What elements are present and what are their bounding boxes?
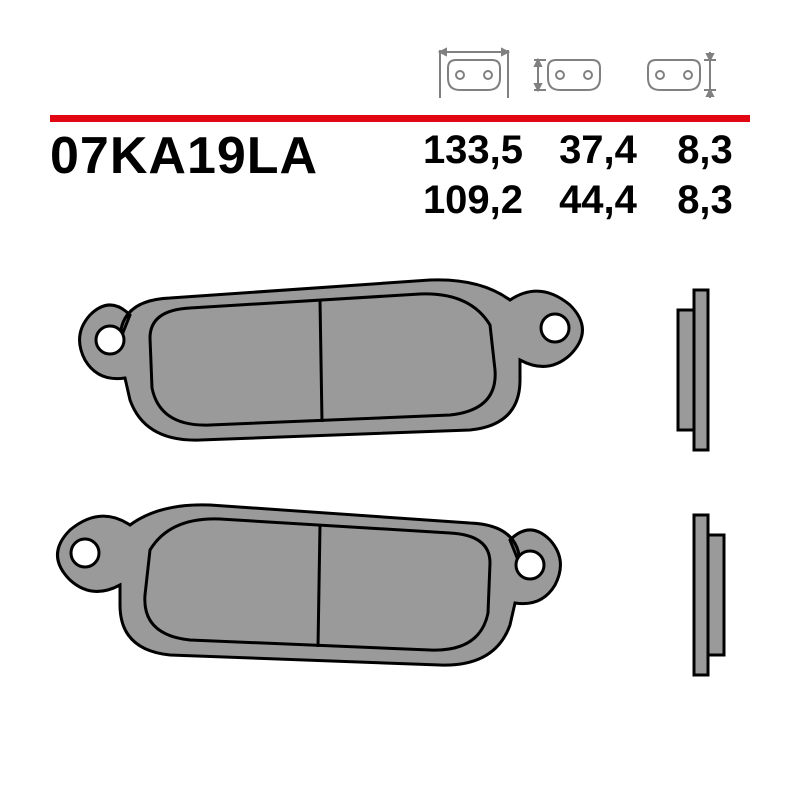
dim-thickness-1: 8,3: [665, 128, 745, 173]
width-dim-icon: [430, 40, 518, 100]
dim-height-1: 37,4: [548, 128, 648, 173]
height-dim-icon: [530, 40, 618, 100]
dim-width-2: 109,2: [418, 178, 528, 223]
dim-height-2: 44,4: [548, 178, 648, 223]
header-icons: [430, 40, 718, 100]
brake-pad-2-front: [50, 495, 590, 685]
dim-thickness-2: 8,3: [665, 178, 745, 223]
part-number: 07KA19LA: [50, 126, 318, 186]
dim-width-1: 133,5: [418, 128, 528, 173]
brake-pad-1-front: [50, 270, 590, 460]
brake-pad-2-side: [660, 510, 740, 680]
red-divider: [50, 115, 750, 122]
brake-pad-1-side: [660, 285, 740, 455]
diagram-container: 07KA19LA 133,5 37,4 8,3 109,2 44,4 8,3: [0, 0, 800, 800]
thickness-dim-icon: [630, 40, 718, 100]
